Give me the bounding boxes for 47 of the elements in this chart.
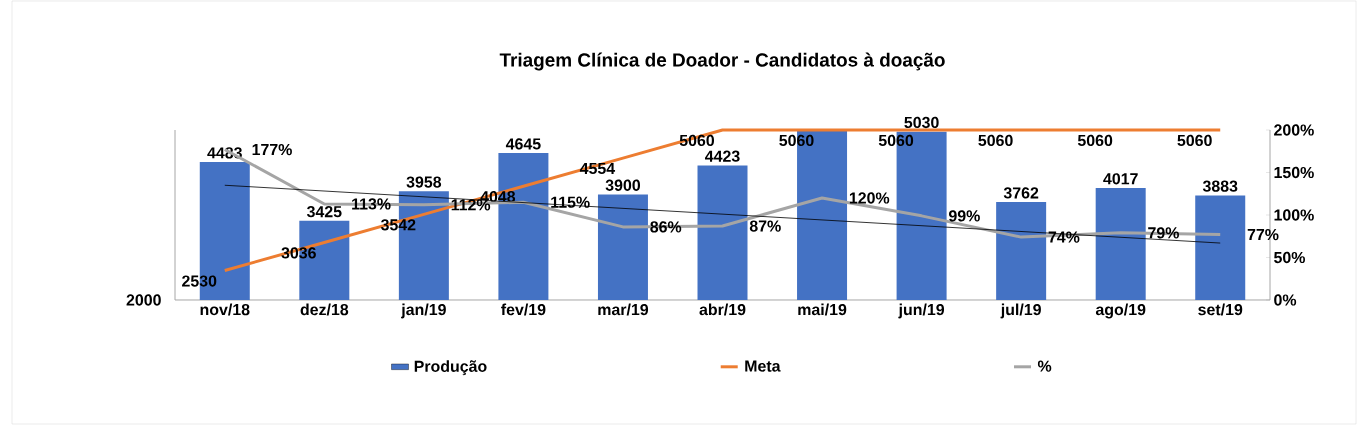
data-label: 3900 — [605, 179, 641, 191]
data-label: 86% — [650, 221, 682, 233]
data-label: 3958 — [406, 176, 442, 188]
data-label: 4017 — [1103, 173, 1138, 185]
x-tick-label: abr/19 — [699, 303, 746, 316]
x-tick-label: nov/18 — [200, 303, 250, 316]
data-label: 3883 — [1202, 180, 1238, 192]
legend-label: Produção — [414, 360, 487, 376]
data-label: 177% — [252, 143, 292, 156]
y2-tick-label: 200% — [1274, 124, 1314, 136]
x-tick-label: fev/19 — [501, 303, 546, 316]
data-label: 5060 — [1077, 134, 1113, 147]
data-label: 113% — [352, 198, 391, 210]
data-label: 74% — [1048, 231, 1080, 243]
data-label: 5030 — [904, 116, 939, 129]
y2-tick-label: 0% — [1274, 294, 1297, 306]
data-label: 79% — [1148, 227, 1179, 239]
data-label: 115% — [551, 196, 590, 208]
x-tick-label: set/19 — [1198, 303, 1243, 316]
data-label: 3425 — [306, 206, 342, 218]
x-tick-label: mar/19 — [598, 303, 649, 316]
x-tick-label: mai/19 — [798, 303, 847, 316]
data-label: 5060 — [978, 134, 1013, 147]
chart-title: Triagem Clínica de Doador - Candidatos à doação — [499, 52, 945, 71]
y2-tick-label: 100% — [1274, 209, 1314, 221]
data-label: 99% — [948, 210, 980, 222]
data-label: 5060 — [1177, 134, 1212, 147]
data-label: 4554 — [579, 162, 616, 175]
legend-label: % — [1037, 360, 1052, 372]
text: 2000 — [126, 294, 161, 306]
x-tick-label: jan/19 — [401, 303, 446, 319]
x-tick-label: jul/19 — [1000, 303, 1041, 319]
data-label: 3542 — [380, 219, 416, 231]
y2-tick-label: 50% — [1274, 251, 1305, 264]
data-label: 87% — [749, 220, 781, 232]
data-label: 77% — [1247, 228, 1279, 241]
data-label: 4423 — [705, 150, 740, 162]
x-tick-label: ago/19 — [1095, 303, 1146, 319]
data-label: 5060 — [679, 134, 715, 147]
y2-tick-label: 150% — [1274, 166, 1314, 179]
legend-label: Meta — [745, 360, 781, 372]
x-tick-label: dez/18 — [300, 303, 349, 316]
data-label: 4645 — [505, 138, 541, 150]
x-tick-label: jun/19 — [898, 303, 945, 319]
data-label: 3762 — [1003, 187, 1039, 199]
data-label: 120% — [849, 192, 890, 204]
data-label: 3036 — [281, 247, 316, 259]
